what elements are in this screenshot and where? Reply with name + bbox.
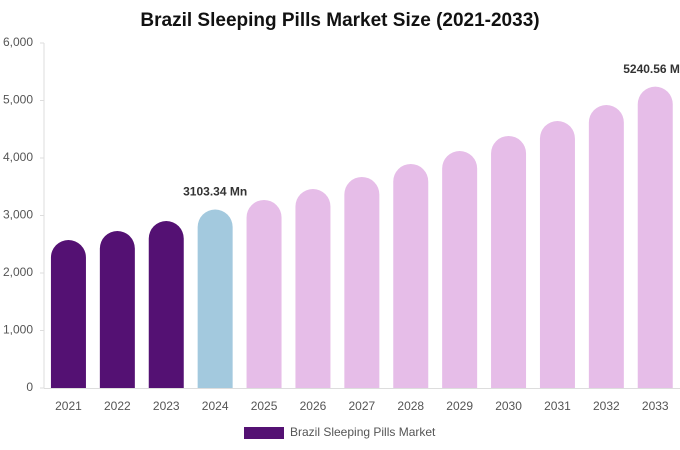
bar — [99, 231, 135, 388]
x-tick-label: 2022 — [104, 399, 131, 413]
bar — [442, 150, 478, 388]
x-tick-label: 2021 — [55, 399, 82, 413]
y-tick-label: 1,000 — [3, 323, 33, 337]
y-tick-label: 4,000 — [3, 150, 33, 164]
bar — [344, 176, 380, 388]
bar — [588, 104, 624, 388]
legend-label: Brazil Sleeping Pills Market — [290, 425, 436, 439]
y-tick-label: 0 — [26, 380, 33, 394]
y-tick-label: 2,000 — [3, 265, 33, 279]
x-tick-label: 2032 — [593, 399, 620, 413]
bar — [50, 240, 86, 388]
value-label: 5240.56 Mn — [623, 62, 680, 76]
x-tick-label: 2025 — [251, 399, 278, 413]
y-tick-label: 6,000 — [3, 35, 33, 49]
bar — [491, 135, 527, 388]
value-label: 3103.34 Mn — [183, 185, 247, 199]
x-tick-label: 2029 — [446, 399, 473, 413]
x-tick-label: 2031 — [544, 399, 571, 413]
bar — [393, 163, 429, 388]
bar — [197, 209, 233, 388]
x-tick-label: 2023 — [153, 399, 180, 413]
x-tick-label: 2028 — [397, 399, 424, 413]
bar — [295, 188, 331, 388]
y-tick-label: 5,000 — [3, 93, 33, 107]
bar — [246, 199, 282, 388]
chart-title: Brazil Sleeping Pills Market Size (2021-… — [140, 10, 539, 31]
bar — [637, 86, 673, 389]
x-tick-label: 2027 — [348, 399, 375, 413]
bar — [148, 221, 184, 388]
x-tick-label: 2024 — [202, 399, 229, 413]
x-tick-label: 2026 — [300, 399, 327, 413]
legend-swatch — [244, 427, 284, 439]
x-tick-label: 2033 — [642, 399, 669, 413]
bar — [539, 121, 575, 388]
x-tick-label: 2030 — [495, 399, 522, 413]
y-tick-label: 3,000 — [3, 208, 33, 222]
